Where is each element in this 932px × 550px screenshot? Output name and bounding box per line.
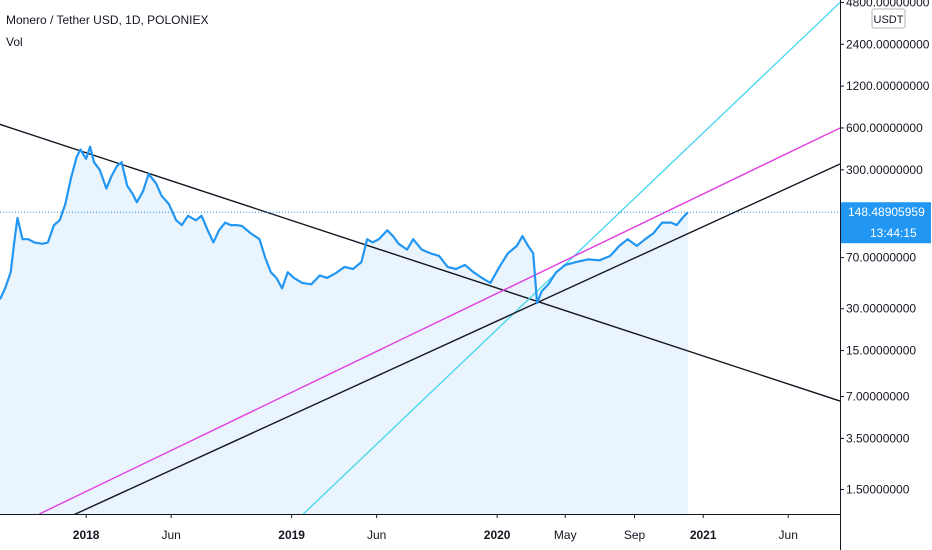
volume-label: Vol [6, 35, 23, 49]
price-line[interactable] [0, 145, 689, 305]
currency-badge[interactable] [871, 8, 906, 29]
x-tick-label-7: 2021 [690, 528, 717, 542]
price-tag-value: 148.48905959 [848, 205, 925, 219]
x-tick-label-5: May [554, 528, 577, 542]
trendline-magenta-2[interactable] [39, 127, 840, 514]
price-tag [841, 202, 931, 244]
y-tick-label-3: 600.00000000 [846, 121, 923, 135]
y-tick-label-5: 70.00000000 [846, 251, 916, 265]
y-tick-label-1: 2400.00000000 [846, 37, 930, 51]
x-tick-label-0: 2018 [73, 528, 100, 542]
price-tag-countdown: 13:44:15 [870, 226, 917, 240]
y-tick-label-9: 3.50000000 [846, 431, 910, 445]
symbol-title: Monero / Tether USD, 1D, POLONIEX [6, 13, 209, 27]
y-tick-label-2: 1200.00000000 [846, 79, 930, 93]
y-tick-label-6: 30.00000000 [846, 302, 916, 316]
trendline-black-0[interactable] [0, 119, 840, 402]
y-tick-label-10: 1.50000000 [846, 483, 910, 497]
x-tick-label-6: Sep [624, 528, 646, 542]
price-area-fill [0, 146, 688, 514]
y-tick-label-7: 15.00000000 [846, 344, 916, 358]
x-tick-label-4: 2020 [484, 528, 511, 542]
y-tick-label-8: 7.00000000 [846, 390, 910, 404]
x-tick-label-8: Jun [779, 528, 798, 542]
x-tick-label-2: 2019 [278, 528, 305, 542]
y-tick-label-4: 300.00000000 [846, 163, 923, 177]
chart-legend: Monero / Tether USD, 1D, POLONIEX Vol [6, 9, 209, 53]
x-tick-label-3: Jun [367, 528, 386, 542]
trendline-black-3[interactable] [69, 163, 840, 517]
y-tick-label-0: 4800.00000000 [846, 0, 930, 9]
trendline-cyan-1[interactable] [297, 1, 840, 520]
currency-label: USDT [874, 14, 904, 26]
x-tick-label-1: Jun [161, 528, 180, 542]
